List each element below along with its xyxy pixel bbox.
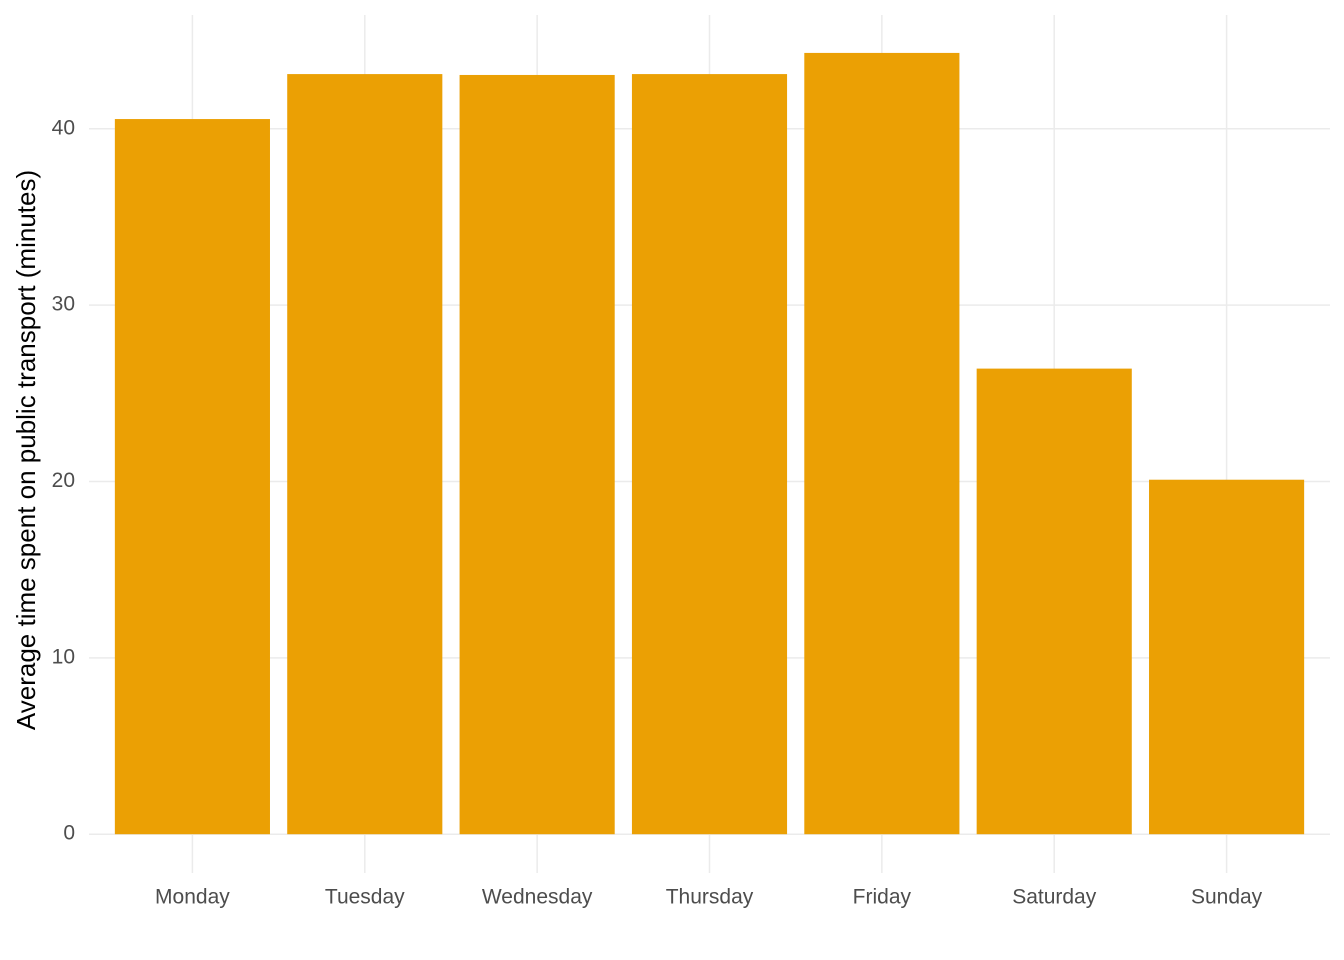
y-tick-label: 0 xyxy=(63,822,75,845)
y-tick-label: 40 xyxy=(52,116,75,139)
bar xyxy=(631,74,788,835)
bar xyxy=(976,368,1132,835)
x-tick-label: Sunday xyxy=(1191,886,1263,909)
y-tick-label: 20 xyxy=(52,469,75,492)
y-tick-label: 30 xyxy=(52,293,75,316)
x-tick-label: Friday xyxy=(853,886,912,909)
bar xyxy=(287,74,443,835)
bar xyxy=(804,52,960,835)
x-tick-label: Wednesday xyxy=(482,886,593,909)
bar xyxy=(459,74,615,835)
y-axis-title: Average time spent on public transport (… xyxy=(11,170,41,730)
x-tick-label: Thursday xyxy=(666,886,754,909)
y-tick-label: 10 xyxy=(52,645,75,668)
x-tick-label: Monday xyxy=(155,886,230,909)
x-tick-label: Saturday xyxy=(1012,886,1097,909)
x-tick-label: Tuesday xyxy=(325,886,405,909)
bar xyxy=(1149,479,1305,835)
bar xyxy=(114,119,270,835)
